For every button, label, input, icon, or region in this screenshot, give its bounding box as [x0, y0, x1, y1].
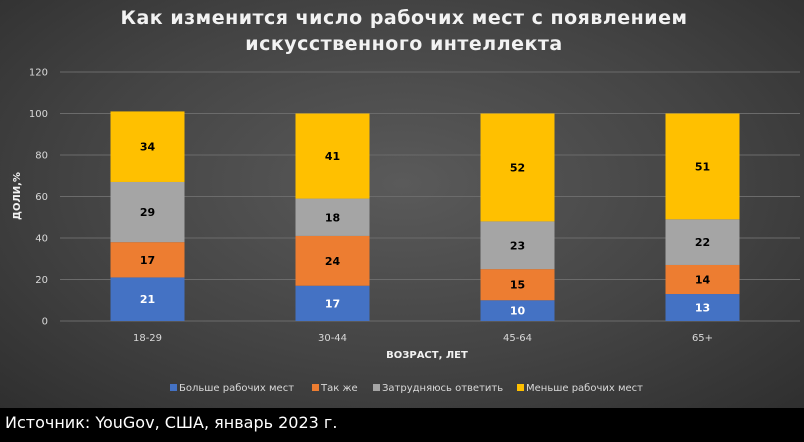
data-label: 41: [325, 150, 340, 163]
legend-entry: Меньше рабочих мест: [526, 383, 643, 394]
bar-segment: [110, 111, 185, 182]
bar-segment: [295, 113, 370, 199]
y-tick-label: 80: [35, 151, 48, 162]
y-tick-label: 40: [35, 234, 48, 245]
chart-title-line-2: искусственного интеллекта: [245, 33, 563, 55]
bar-segment: [665, 113, 740, 220]
y-axis-title: ДОЛИ,%: [12, 172, 23, 220]
y-tick-label: 20: [35, 275, 48, 286]
chart-area: Как изменится число рабочих мест с появл…: [0, 0, 804, 408]
x-tick-label: 30-44: [318, 333, 347, 344]
data-label: 14: [695, 274, 711, 287]
chart-title-line-1: Как изменится число рабочих мест с появл…: [120, 7, 687, 29]
legend-swatch: [312, 384, 319, 391]
y-tick-label: 100: [29, 109, 48, 120]
x-axis-title: ВОЗРАСТ, ЛЕТ: [386, 350, 468, 361]
data-label: 15: [510, 279, 525, 292]
x-tick-label: 18-29: [133, 333, 162, 344]
bar-segment: [480, 269, 555, 301]
bars: 21 17 29 34 17 24 18 41 10 15 23 52 13 14 22 51: [110, 111, 740, 321]
legend-entry: Так же: [320, 383, 358, 394]
data-label: 24: [325, 255, 341, 268]
x-tick-label: 65+: [692, 333, 713, 344]
y-tick-label: 120: [29, 68, 48, 79]
legend-entry: Затрудняюсь ответить: [382, 383, 503, 394]
data-label: 52: [510, 161, 525, 174]
bar-segment: [665, 294, 740, 321]
y-axis-ticks: 0 20 40 60 80 100 120: [29, 68, 48, 328]
bar-segment: [110, 181, 185, 243]
y-tick-label: 0: [42, 317, 48, 328]
data-label: 17: [325, 297, 340, 310]
data-label: 18: [325, 211, 340, 224]
data-label: 17: [140, 254, 155, 267]
legend: Больше рабочих мест Так же Затрудняюсь отв…: [170, 383, 643, 394]
bar-segment: [295, 198, 370, 236]
x-axis-ticks: 18-29 30-44 45-64 65+: [133, 333, 713, 344]
stacked-bar-chart: Как изменится число рабочих мест с появл…: [12, 7, 800, 394]
legend-entry: Больше рабочих мест: [179, 383, 294, 394]
bar-segment: [295, 235, 370, 286]
bar-segment: [295, 285, 370, 321]
data-label: 22: [695, 236, 710, 249]
data-label: 13: [695, 302, 710, 315]
bar-segment: [110, 277, 185, 321]
legend-swatch: [517, 384, 524, 391]
data-label: 51: [695, 160, 710, 173]
data-label: 21: [140, 293, 155, 306]
x-tick-label: 45-64: [503, 333, 532, 344]
bar-segment: [665, 219, 740, 265]
legend-swatch: [170, 384, 177, 391]
y-tick-label: 60: [35, 192, 48, 203]
source-note: Источник: YouGov, США, январь 2023 г.: [5, 413, 338, 432]
bar-segment: [480, 300, 555, 321]
bar-segment: [480, 113, 555, 222]
bar-segment: [480, 221, 555, 270]
data-label: 10: [510, 305, 526, 318]
bar-segment: [665, 264, 740, 295]
legend-swatch: [373, 384, 380, 391]
data-label: 23: [510, 239, 525, 252]
bar-segment: [110, 242, 185, 278]
data-label: 34: [140, 141, 156, 154]
data-label: 29: [140, 206, 155, 219]
